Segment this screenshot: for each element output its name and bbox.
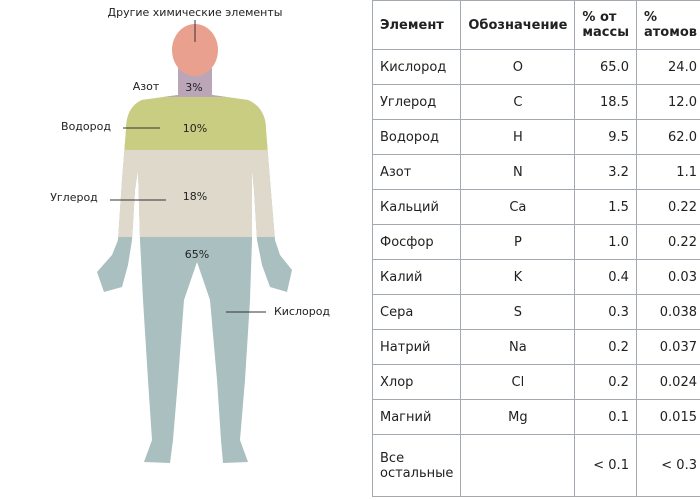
label: Водород bbox=[61, 120, 111, 133]
cell: Углерод bbox=[371, 84, 462, 120]
cell: 12.0 bbox=[635, 84, 700, 120]
cell: P bbox=[460, 224, 576, 260]
label: Другие химические элементы bbox=[108, 6, 283, 19]
percent: 10% bbox=[183, 122, 207, 135]
element-table: Элемент Обозначение% от массы% атомов Кис… bbox=[371, 0, 700, 497]
cell: 3.2 bbox=[574, 154, 637, 190]
table-row: Фосфор P 1.0 0.22 bbox=[371, 224, 700, 260]
cell: H bbox=[460, 119, 576, 155]
column-header: Элемент bbox=[371, 0, 462, 50]
cell: 1.5 bbox=[574, 189, 637, 225]
cell: Натрий bbox=[371, 329, 462, 365]
cell: 0.3 bbox=[574, 294, 637, 330]
column-header: % атомов bbox=[635, 0, 700, 50]
percent: 65% bbox=[185, 248, 209, 261]
cell: Хлор bbox=[371, 364, 462, 400]
table-row: Все остальные < 0.1 < 0.3 bbox=[371, 434, 700, 497]
cell: 0.03 bbox=[635, 259, 700, 295]
cell: 0.015 bbox=[635, 399, 700, 435]
cell: K bbox=[460, 259, 576, 295]
cell: 18.5 bbox=[574, 84, 637, 120]
cell: Ca bbox=[460, 189, 576, 225]
body-diagram: Другие химические элементы Азот 3% Водор… bbox=[50, 6, 330, 463]
table-row: Магний Mg 0.1 0.015 bbox=[371, 399, 700, 435]
cell: O bbox=[460, 49, 576, 85]
cell: 0.024 bbox=[635, 364, 700, 400]
cell: 65.0 bbox=[574, 49, 637, 85]
column-header: Обозначение bbox=[460, 0, 576, 50]
cell: 0.22 bbox=[635, 224, 700, 260]
cell: Азот bbox=[371, 154, 462, 190]
cell: Na bbox=[460, 329, 576, 365]
cell: Cl bbox=[460, 364, 576, 400]
cell: Кальций bbox=[371, 189, 462, 225]
cell: 1.0 bbox=[574, 224, 637, 260]
cell: Калий bbox=[371, 259, 462, 295]
label: Азот bbox=[133, 80, 160, 93]
percent: 18% bbox=[183, 190, 207, 203]
table-row: Сера S 0.3 0.038 bbox=[371, 294, 700, 330]
table-row: Кальций Ca 1.5 0.22 bbox=[371, 189, 700, 225]
header-row: Элемент Обозначение% от массы% атомов bbox=[371, 0, 700, 50]
cell: Сера bbox=[371, 294, 462, 330]
table-row: Азот N 3.2 1.1 bbox=[371, 154, 700, 190]
cell: C bbox=[460, 84, 576, 120]
cell: 0.1 bbox=[574, 399, 637, 435]
percent: 3% bbox=[185, 81, 202, 94]
cell: 9.5 bbox=[574, 119, 637, 155]
column-header: % от массы bbox=[574, 0, 637, 50]
cell: 1.1 bbox=[635, 154, 700, 190]
cell: 24.0 bbox=[635, 49, 700, 85]
cell: 0.4 bbox=[574, 259, 637, 295]
cell: Магний bbox=[371, 399, 462, 435]
cell: 0.22 bbox=[635, 189, 700, 225]
cell: Mg bbox=[460, 399, 576, 435]
table-row: Углерод C 18.5 12.0 bbox=[371, 84, 700, 120]
cell: 62.0 bbox=[635, 119, 700, 155]
head bbox=[172, 24, 218, 76]
table-row: Хлор Cl 0.2 0.024 bbox=[371, 364, 700, 400]
cell: 0.037 bbox=[635, 329, 700, 365]
cell: 0.2 bbox=[574, 364, 637, 400]
cell: < 0.3 bbox=[635, 434, 700, 497]
label: Углерод bbox=[50, 191, 98, 204]
cell: N bbox=[460, 154, 576, 190]
cell: Кислород bbox=[371, 49, 462, 85]
cell: < 0.1 bbox=[574, 434, 637, 497]
cell: 0.038 bbox=[635, 294, 700, 330]
table-row: Кислород O 65.0 24.0 bbox=[371, 49, 700, 85]
cell: Водород bbox=[371, 119, 462, 155]
table-row: Натрий Na 0.2 0.037 bbox=[371, 329, 700, 365]
cell: S bbox=[460, 294, 576, 330]
label: Кислород bbox=[274, 305, 330, 318]
table-row: Калий K 0.4 0.03 bbox=[371, 259, 700, 295]
cell: Фосфор bbox=[371, 224, 462, 260]
cell: 0.2 bbox=[574, 329, 637, 365]
cell: Все остальные bbox=[371, 434, 462, 497]
cell bbox=[460, 434, 576, 497]
table-row: Водород H 9.5 62.0 bbox=[371, 119, 700, 155]
